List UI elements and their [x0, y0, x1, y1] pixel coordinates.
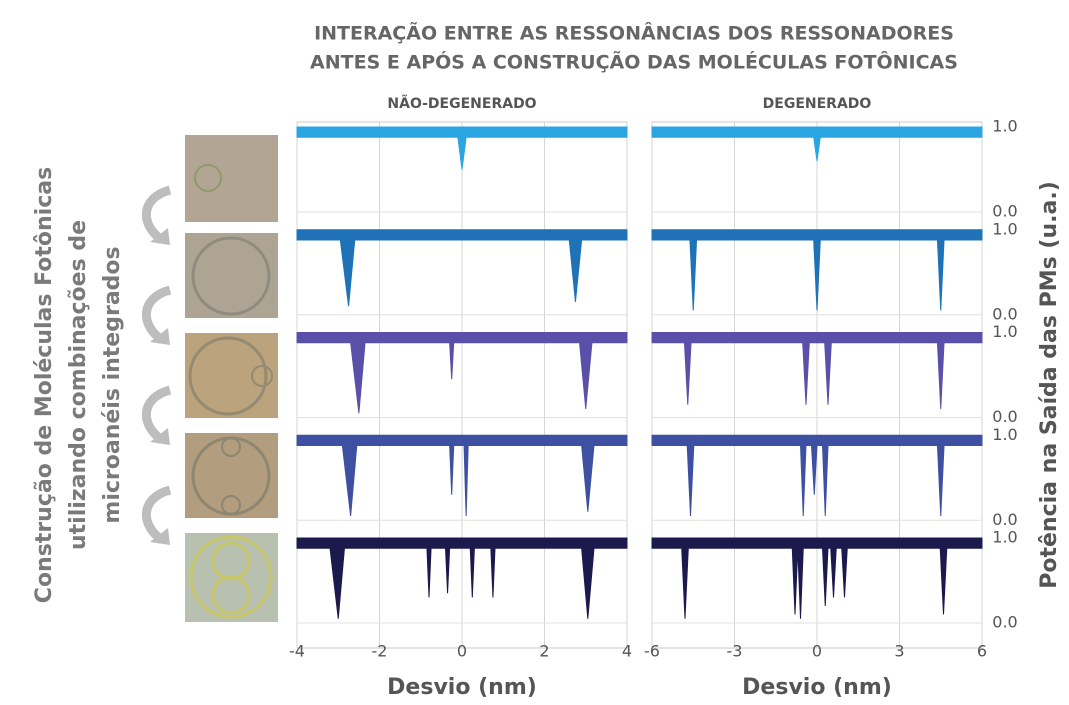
side-label-line: microanéis integrados [100, 246, 125, 523]
side-label-line: Construção de Moléculas Fotônicas [32, 167, 57, 603]
y-tick-label: 0.0 [992, 202, 1017, 221]
panel-title: NÃO-DEGENERADO [387, 95, 536, 112]
x-tick-label: 3 [894, 642, 904, 661]
photo [185, 135, 278, 222]
x-tick-label: 6 [977, 642, 987, 661]
side-label: Construção de Moléculas Fotônicas utiliz… [32, 167, 125, 603]
x-tick-label: -6 [644, 642, 660, 661]
y-tick-label: 1.0 [992, 425, 1017, 444]
figure: INTERAÇÃO ENTRE AS RESSONÂNCIAS DOS RESS… [0, 0, 1069, 705]
y-tick-label: 1.0 [992, 528, 1017, 547]
panel-title: DEGENERADO [763, 96, 872, 112]
y-tick-label: 1.0 [992, 322, 1017, 341]
x-tick-label: 2 [539, 642, 549, 661]
y-tick-label: 0.0 [992, 613, 1017, 632]
side-label-line: utilizando combinações de [66, 220, 91, 550]
ring-photos [185, 135, 278, 622]
x-tick-label: 0 [457, 642, 467, 661]
y-axis-label: Potência na Saída das PMs (u.a.) [1037, 181, 1062, 589]
y-tick-label: 0.0 [992, 510, 1017, 529]
x-tick-label: -3 [727, 642, 743, 661]
x-axis-label: Desvio (nm) [742, 675, 892, 700]
y-tick-label: 1.0 [992, 219, 1017, 238]
x-tick-label: 4 [622, 642, 632, 661]
x-tick-label: -4 [289, 642, 305, 661]
photo [185, 333, 278, 418]
x-tick-label: 0 [812, 642, 822, 661]
photo [185, 233, 278, 318]
y-tick-label: 0.0 [992, 407, 1017, 426]
title-line: ANTES E APÓS A CONSTRUÇÃO DAS MOLÉCULAS … [310, 50, 958, 74]
title-line: INTERAÇÃO ENTRE AS RESSONÂNCIAS DOS RESS… [314, 21, 954, 45]
x-axis-label: Desvio (nm) [387, 675, 537, 700]
photo [185, 433, 278, 518]
x-tick-label: -2 [372, 642, 388, 661]
y-tick-label: 0.0 [992, 304, 1017, 323]
y-tick-label: 1.0 [992, 117, 1017, 136]
